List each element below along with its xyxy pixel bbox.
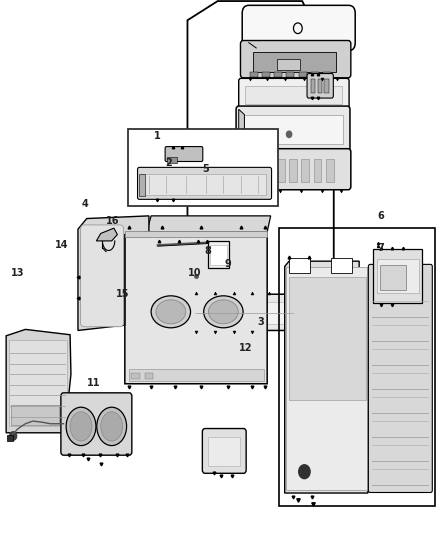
FancyBboxPatch shape (234, 149, 351, 190)
Bar (183, 165, 185, 167)
Bar (250, 72, 258, 77)
Bar (286, 72, 294, 77)
Circle shape (10, 432, 17, 440)
FancyBboxPatch shape (61, 393, 132, 455)
Bar (301, 159, 309, 182)
Text: 7: 7 (378, 243, 385, 253)
FancyBboxPatch shape (240, 41, 351, 78)
Bar (208, 241, 229, 268)
Bar (289, 159, 297, 182)
Bar (277, 159, 285, 182)
Polygon shape (285, 261, 368, 493)
FancyBboxPatch shape (368, 264, 432, 492)
Bar (244, 115, 343, 144)
FancyBboxPatch shape (236, 106, 350, 152)
Bar (262, 72, 270, 77)
Text: 5: 5 (202, 165, 209, 174)
Text: 12: 12 (239, 343, 252, 352)
FancyBboxPatch shape (307, 74, 333, 98)
Bar (172, 165, 174, 167)
Ellipse shape (151, 296, 191, 328)
Text: 2: 2 (165, 158, 172, 167)
Bar (324, 79, 328, 93)
Bar (128, 129, 278, 206)
Text: 10: 10 (188, 268, 201, 278)
Polygon shape (239, 109, 244, 149)
Polygon shape (189, 297, 194, 328)
Bar (311, 72, 319, 77)
Polygon shape (96, 228, 117, 241)
Bar (289, 258, 310, 273)
Bar (274, 72, 282, 77)
Bar (208, 437, 240, 466)
Polygon shape (125, 232, 267, 384)
FancyBboxPatch shape (187, 294, 300, 330)
Ellipse shape (70, 411, 92, 441)
Text: 16: 16 (106, 216, 120, 226)
Bar (145, 373, 153, 379)
Bar (323, 72, 331, 77)
Polygon shape (78, 216, 149, 330)
FancyBboxPatch shape (81, 225, 124, 327)
Bar (299, 72, 307, 77)
Circle shape (286, 131, 292, 138)
Ellipse shape (97, 407, 127, 446)
Bar (142, 174, 266, 195)
Bar (314, 159, 321, 182)
Bar (377, 259, 419, 293)
Ellipse shape (208, 300, 238, 324)
Bar (311, 79, 315, 93)
Bar (277, 59, 300, 70)
FancyBboxPatch shape (242, 5, 355, 51)
Bar (326, 159, 334, 182)
Bar (194, 302, 293, 324)
FancyBboxPatch shape (239, 78, 349, 109)
Bar (125, 231, 267, 237)
Bar (318, 79, 322, 93)
Text: 6: 6 (378, 211, 385, 221)
Bar (252, 159, 260, 182)
Bar (11, 405, 59, 425)
Polygon shape (6, 329, 71, 433)
Text: 9: 9 (224, 259, 231, 269)
Bar (176, 165, 178, 167)
Polygon shape (237, 152, 242, 187)
Bar (245, 86, 342, 104)
Bar (289, 277, 366, 400)
Ellipse shape (204, 296, 243, 328)
Ellipse shape (156, 300, 186, 324)
Text: 8: 8 (205, 246, 212, 255)
FancyBboxPatch shape (165, 147, 203, 161)
Text: 14: 14 (55, 240, 68, 250)
FancyBboxPatch shape (202, 429, 246, 473)
Bar (129, 369, 264, 381)
Text: 15: 15 (116, 289, 129, 299)
Text: 4: 4 (82, 199, 89, 208)
Bar (380, 265, 406, 290)
Bar (139, 174, 145, 196)
Bar (265, 159, 272, 182)
Bar (131, 373, 140, 379)
Bar (286, 266, 367, 490)
Bar (210, 245, 227, 265)
Circle shape (299, 465, 310, 479)
Bar (240, 159, 248, 182)
Polygon shape (147, 216, 271, 232)
Text: 1: 1 (154, 131, 161, 141)
Bar (331, 258, 352, 273)
FancyBboxPatch shape (170, 148, 189, 167)
Ellipse shape (66, 407, 96, 446)
Bar (179, 165, 181, 167)
Bar (373, 249, 422, 303)
Ellipse shape (101, 411, 123, 441)
Text: 3: 3 (257, 318, 264, 327)
FancyBboxPatch shape (138, 167, 272, 199)
Text: 13: 13 (11, 268, 24, 278)
Bar (167, 157, 177, 163)
Text: 11: 11 (88, 378, 101, 387)
Bar (9, 340, 67, 426)
Bar (253, 52, 336, 72)
